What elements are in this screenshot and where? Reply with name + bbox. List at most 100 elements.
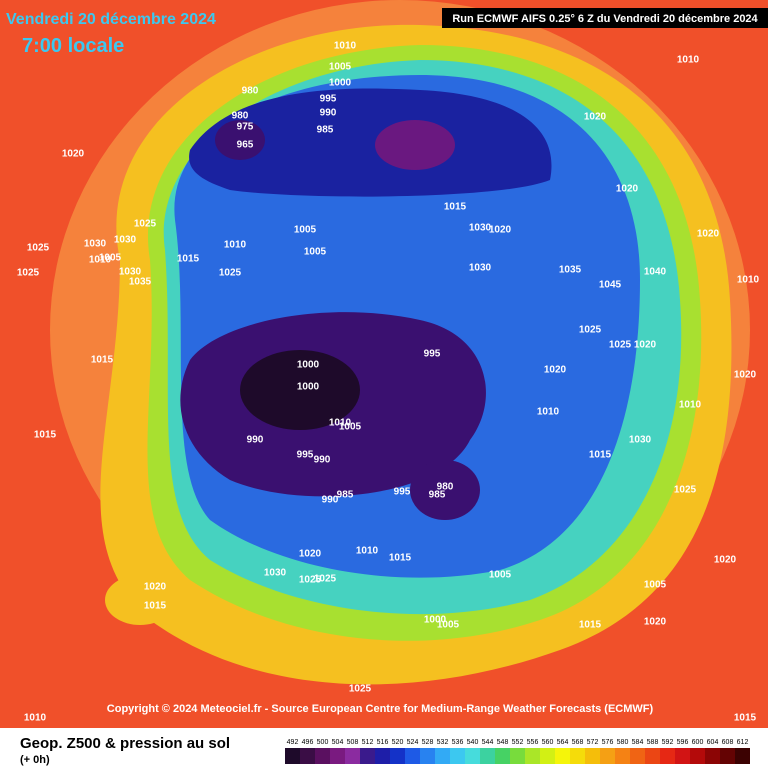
color-swatch: [630, 748, 645, 764]
isobar-label: 985: [317, 125, 334, 136]
time: 7:00 locale: [22, 35, 124, 57]
isobar-label: 1035: [129, 277, 152, 288]
isobar-label: 980: [232, 111, 249, 122]
colorbar-tick-label: 512: [362, 739, 374, 746]
isobar-label: 1020: [299, 549, 322, 560]
isobar-label: 1030: [114, 235, 137, 246]
isobar-label: 1005: [304, 247, 327, 258]
colorbar-tick-label: 528: [422, 739, 434, 746]
isobar-label: 1010: [334, 41, 357, 52]
isobar-label: 990: [322, 495, 339, 506]
colorbar-tick-label: 564: [557, 739, 569, 746]
color-swatch: [375, 748, 390, 764]
colorbar-tick-label: 508: [347, 739, 359, 746]
colorbar-tick-label: 600: [692, 739, 704, 746]
colorbar-tick-label: 552: [512, 739, 524, 746]
isobar-label: 1020: [489, 225, 512, 236]
isobar-label: 1005: [437, 620, 460, 631]
colorbar: 492 496 500 504 508 512 516 520 524 528 532 536 540 5…: [285, 739, 750, 764]
color-swatch: [615, 748, 630, 764]
isobar-label: 1015: [589, 450, 612, 461]
isobar-label: 1015: [34, 430, 57, 441]
color-swatch: [735, 748, 750, 764]
color-swatch: [285, 748, 300, 764]
isobar-label: 1025: [609, 340, 632, 351]
colorbar-tick-label: 496: [302, 739, 314, 746]
isobar-label: 1000: [297, 360, 320, 371]
color-swatch: [660, 748, 675, 764]
isobar-label: 975: [237, 122, 254, 133]
isobar-label: 1015: [144, 601, 167, 612]
isobar-label: 990: [320, 108, 337, 119]
color-swatch: [495, 748, 510, 764]
colorbar-tick-label: 520: [392, 739, 404, 746]
isobar-label: 1030: [469, 223, 492, 234]
date: Vendredi 20 décembre 2024: [6, 11, 216, 28]
isobar-label: 1040: [644, 267, 667, 278]
isobar-label: 1010: [677, 55, 700, 66]
isobar-label: 1025: [674, 485, 697, 496]
isobar-label: 995: [424, 349, 441, 360]
run-box: [442, 8, 768, 28]
colorbar-tick-label: 524: [407, 739, 419, 746]
color-swatch: [525, 748, 540, 764]
isobar-label: 1025: [27, 243, 50, 254]
run-info: Run ECMWF AIFS 0.25° 6 Z du Vendredi 20 …: [452, 13, 758, 25]
colorbar-tick-label: 532: [437, 739, 449, 746]
color-swatch: [570, 748, 585, 764]
colorbar-tick-label: 504: [332, 739, 344, 746]
isobar-label: 1010: [356, 546, 379, 557]
isobar-label: 1010: [224, 240, 247, 251]
isobar-label: 1000: [424, 615, 447, 626]
isobar-label: 1035: [559, 265, 582, 276]
colorbar-tick-label: 596: [677, 739, 689, 746]
colorbar-tick-label: 608: [722, 739, 734, 746]
isobar-label: 1015: [734, 713, 757, 724]
color-swatch: [315, 748, 330, 764]
isobar-label: 1030: [469, 263, 492, 274]
color-swatch: [435, 748, 450, 764]
isobar-label: 1020: [616, 184, 639, 195]
color-swatch: [360, 748, 375, 764]
isobar-label: 1015: [91, 355, 114, 366]
isobar-label: 1025: [579, 325, 602, 336]
isobar-label: 1030: [84, 239, 107, 250]
isobar-label: 1025: [349, 684, 372, 695]
isobar-label: 1025: [314, 574, 337, 585]
isobar-label: 1020: [714, 555, 737, 566]
color-swatch: [510, 748, 525, 764]
isobar-label: 1030: [119, 267, 142, 278]
colorbar-tick-label: 492: [287, 739, 299, 746]
colorbar-tick-label: 612: [737, 739, 749, 746]
isobar-label: 980: [242, 86, 259, 97]
isobar-label: 1025: [299, 575, 322, 586]
colorbar-tick-label: 576: [602, 739, 614, 746]
isobar-label: 1015: [177, 254, 200, 265]
colorbar-tick-label: 560: [542, 739, 554, 746]
color-swatch: [480, 748, 495, 764]
colorbar-tick-label: 536: [452, 739, 464, 746]
isobar-label: 1010: [679, 400, 702, 411]
colorbar-tick-label: 568: [572, 739, 584, 746]
colorbar-tick-label: 548: [497, 739, 509, 746]
colorbar-tick-label: 516: [377, 739, 389, 746]
isobar-label: 1010: [737, 275, 760, 286]
color-swatch: [540, 748, 555, 764]
isobar-labels: 1010100510009959909859809759659801010102…: [17, 41, 760, 724]
isobar-label: 1020: [644, 617, 667, 628]
isobar-label: 1030: [264, 568, 287, 579]
colorbar-tick-label: 580: [617, 739, 629, 746]
map: [0, 0, 768, 728]
color-swatch: [420, 748, 435, 764]
color-swatch: [405, 748, 420, 764]
isobar-label: 1045: [599, 280, 622, 291]
isobar-label: 1005: [489, 570, 512, 581]
isobar-label: 1015: [444, 202, 467, 213]
color-swatch: [585, 748, 600, 764]
isobar-label: 1010: [329, 418, 352, 429]
isobar-label: 1020: [144, 582, 167, 593]
isobar-label: 995: [297, 450, 314, 461]
color-swatch: [720, 748, 735, 764]
colorbar-tick-label: 540: [467, 739, 479, 746]
